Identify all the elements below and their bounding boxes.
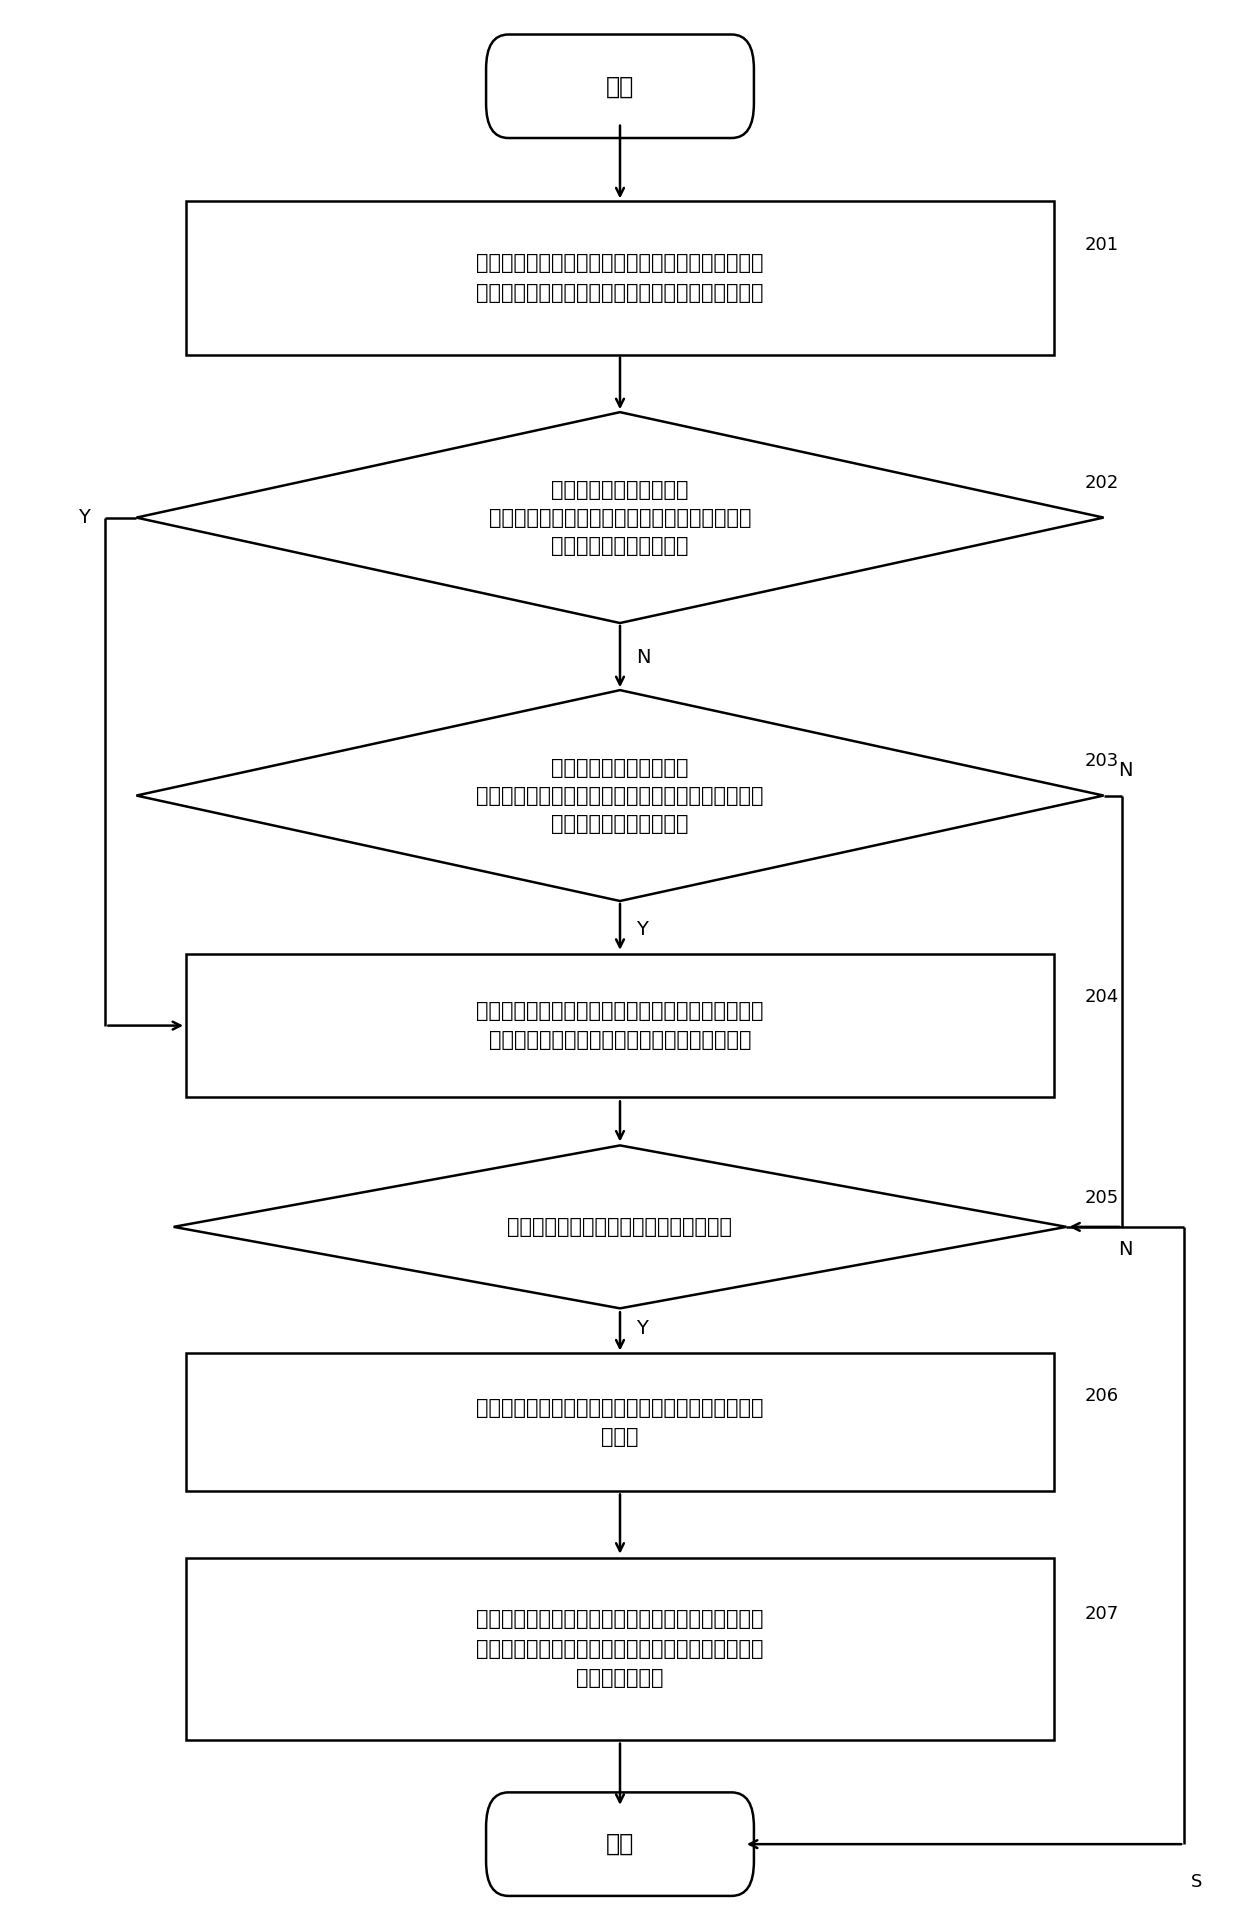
Text: 后台服务器根据入站站点信息以及出站站点信息确定
某一用户乘坐地铁所需支付的费用，并从某一用户的
账户中扣除费用: 后台服务器根据入站站点信息以及出站站点信息确定 某一用户乘坐地铁所需支付的费用，… (476, 1608, 764, 1689)
Polygon shape (136, 412, 1104, 623)
Text: 206: 206 (1085, 1386, 1120, 1405)
Text: 结束: 结束 (606, 1833, 634, 1856)
Text: Y: Y (78, 508, 91, 527)
Text: N: N (636, 648, 651, 667)
Text: S: S (1190, 1873, 1203, 1892)
Bar (186, 1353, 1054, 1491)
Text: N: N (1118, 1240, 1133, 1259)
Text: 开始: 开始 (606, 75, 634, 98)
Text: 204: 204 (1085, 987, 1120, 1006)
Text: 207: 207 (1085, 1605, 1120, 1624)
FancyBboxPatch shape (486, 35, 754, 138)
Polygon shape (136, 690, 1104, 901)
Bar (186, 1557, 1054, 1741)
Text: 205: 205 (1085, 1189, 1120, 1208)
Text: 后台服务器根据人脸识别
请求判断人脸信息是否与预先创建的优先识别数
据库中的人脸信息相匹配: 后台服务器根据人脸识别 请求判断人脸信息是否与预先创建的优先识别数 据库中的人脸… (489, 479, 751, 556)
Text: 后台服务器向地铁闸机反馈匹配成功提示，以使地铁
闸机根据匹配成功提示控制地铁闸机的闸门开启: 后台服务器向地铁闸机反馈匹配成功提示，以使地铁 闸机根据匹配成功提示控制地铁闸机… (476, 1001, 764, 1051)
Text: 202: 202 (1085, 473, 1120, 493)
Text: 后台服务器获取某一用户的入站站点信息以及出站站
点信息: 后台服务器获取某一用户的入站站点信息以及出站站 点信息 (476, 1397, 764, 1447)
Text: N: N (1118, 761, 1133, 780)
Text: 后台服务器根据人脸识别
请求判断人脸信息是否与预先创建的规律出行识别数
据库中的人脸信息相匹配: 后台服务器根据人脸识别 请求判断人脸信息是否与预先创建的规律出行识别数 据库中的… (476, 757, 764, 834)
Text: 201: 201 (1085, 236, 1120, 255)
Text: 203: 203 (1085, 751, 1120, 771)
Text: Y: Y (636, 920, 649, 939)
Text: Y: Y (636, 1319, 649, 1338)
Bar (186, 201, 1054, 355)
Text: 后台服务器接收地铁闸机发送的针对某一用户的人脸
识别请求，该人脸识别请求包括某一用户的人脸信息: 后台服务器接收地铁闸机发送的针对某一用户的人脸 识别请求，该人脸识别请求包括某一… (476, 253, 764, 303)
Bar (186, 953, 1054, 1097)
Text: 后台服务器判断地铁闸机是否为出站闸机: 后台服务器判断地铁闸机是否为出站闸机 (507, 1217, 733, 1236)
FancyBboxPatch shape (486, 1792, 754, 1896)
Polygon shape (174, 1144, 1066, 1307)
